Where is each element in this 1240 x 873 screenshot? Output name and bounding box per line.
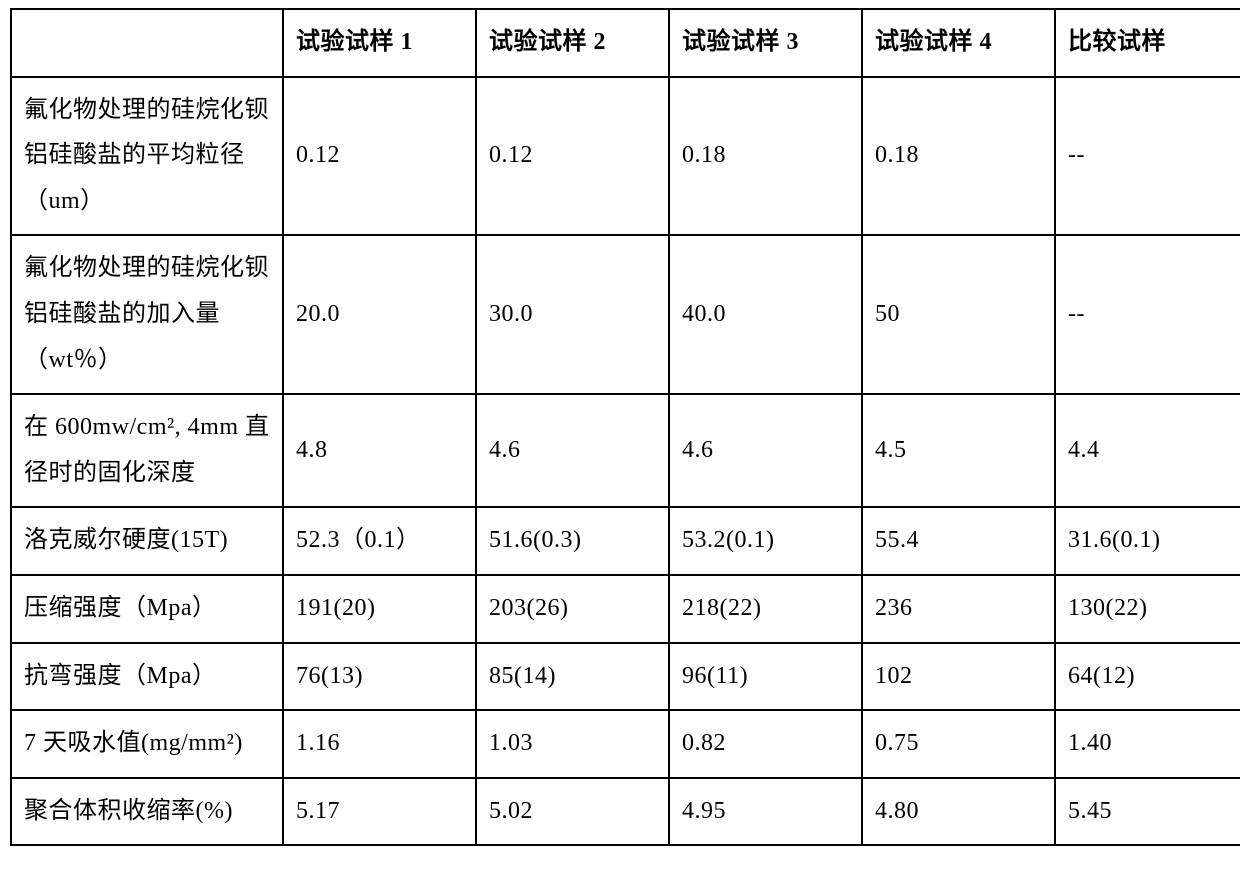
cell: 0.12 bbox=[283, 77, 476, 236]
row-label: 在 600mw/cm², 4mm 直径时的固化深度 bbox=[11, 394, 283, 507]
col-header-1: 试验试样 1 bbox=[283, 9, 476, 77]
cell: 20.0 bbox=[283, 235, 476, 394]
row-label: 抗弯强度（Mpa） bbox=[11, 643, 283, 711]
cell: 4.6 bbox=[669, 394, 862, 507]
cell: 5.45 bbox=[1055, 778, 1240, 846]
table-row: 氟化物处理的硅烷化钡铝硅酸盐的平均粒径（um） 0.12 0.12 0.18 0… bbox=[11, 77, 1240, 236]
cell: 5.02 bbox=[476, 778, 669, 846]
cell: 0.18 bbox=[862, 77, 1055, 236]
cell: 203(26) bbox=[476, 575, 669, 643]
cell: -- bbox=[1055, 77, 1240, 236]
cell: -- bbox=[1055, 235, 1240, 394]
cell: 102 bbox=[862, 643, 1055, 711]
cell: 5.17 bbox=[283, 778, 476, 846]
table-header-row: 试验试样 1 试验试样 2 试验试样 3 试验试样 4 比较试样 bbox=[11, 9, 1240, 77]
cell: 4.8 bbox=[283, 394, 476, 507]
cell: 85(14) bbox=[476, 643, 669, 711]
cell: 4.95 bbox=[669, 778, 862, 846]
col-header-blank bbox=[11, 9, 283, 77]
col-header-2: 试验试样 2 bbox=[476, 9, 669, 77]
cell: 191(20) bbox=[283, 575, 476, 643]
table-row: 7 天吸水值(mg/mm²) 1.16 1.03 0.82 0.75 1.40 bbox=[11, 710, 1240, 778]
table-row: 压缩强度（Mpa） 191(20) 203(26) 218(22) 236 13… bbox=[11, 575, 1240, 643]
cell: 4.80 bbox=[862, 778, 1055, 846]
row-label: 7 天吸水值(mg/mm²) bbox=[11, 710, 283, 778]
data-table: 试验试样 1 试验试样 2 试验试样 3 试验试样 4 比较试样 氟化物处理的硅… bbox=[10, 8, 1240, 846]
cell: 1.40 bbox=[1055, 710, 1240, 778]
cell: 0.82 bbox=[669, 710, 862, 778]
cell: 51.6(0.3) bbox=[476, 507, 669, 575]
table-row: 聚合体积收缩率(%) 5.17 5.02 4.95 4.80 5.45 bbox=[11, 778, 1240, 846]
cell: 53.2(0.1) bbox=[669, 507, 862, 575]
col-header-3: 试验试样 3 bbox=[669, 9, 862, 77]
col-header-4: 试验试样 4 bbox=[862, 9, 1055, 77]
cell: 64(12) bbox=[1055, 643, 1240, 711]
row-label: 氟化物处理的硅烷化钡铝硅酸盐的平均粒径（um） bbox=[11, 77, 283, 236]
cell: 0.75 bbox=[862, 710, 1055, 778]
cell: 236 bbox=[862, 575, 1055, 643]
cell: 4.4 bbox=[1055, 394, 1240, 507]
cell: 30.0 bbox=[476, 235, 669, 394]
cell: 1.16 bbox=[283, 710, 476, 778]
col-header-5: 比较试样 bbox=[1055, 9, 1240, 77]
table-row: 在 600mw/cm², 4mm 直径时的固化深度 4.8 4.6 4.6 4.… bbox=[11, 394, 1240, 507]
cell: 4.6 bbox=[476, 394, 669, 507]
cell: 55.4 bbox=[862, 507, 1055, 575]
cell: 4.5 bbox=[862, 394, 1055, 507]
row-label: 压缩强度（Mpa） bbox=[11, 575, 283, 643]
table-row: 抗弯强度（Mpa） 76(13) 85(14) 96(11) 102 64(12… bbox=[11, 643, 1240, 711]
cell: 96(11) bbox=[669, 643, 862, 711]
cell: 31.6(0.1) bbox=[1055, 507, 1240, 575]
cell: 0.18 bbox=[669, 77, 862, 236]
row-label: 氟化物处理的硅烷化钡铝硅酸盐的加入量（wt％） bbox=[11, 235, 283, 394]
cell: 1.03 bbox=[476, 710, 669, 778]
cell: 0.12 bbox=[476, 77, 669, 236]
cell: 40.0 bbox=[669, 235, 862, 394]
cell: 76(13) bbox=[283, 643, 476, 711]
cell: 52.3（0.1） bbox=[283, 507, 476, 575]
row-label: 聚合体积收缩率(%) bbox=[11, 778, 283, 846]
table-container: 试验试样 1 试验试样 2 试验试样 3 试验试样 4 比较试样 氟化物处理的硅… bbox=[0, 0, 1240, 873]
row-label: 洛克威尔硬度(15T) bbox=[11, 507, 283, 575]
cell: 218(22) bbox=[669, 575, 862, 643]
cell: 130(22) bbox=[1055, 575, 1240, 643]
table-row: 洛克威尔硬度(15T) 52.3（0.1） 51.6(0.3) 53.2(0.1… bbox=[11, 507, 1240, 575]
table-row: 氟化物处理的硅烷化钡铝硅酸盐的加入量（wt％） 20.0 30.0 40.0 5… bbox=[11, 235, 1240, 394]
cell: 50 bbox=[862, 235, 1055, 394]
